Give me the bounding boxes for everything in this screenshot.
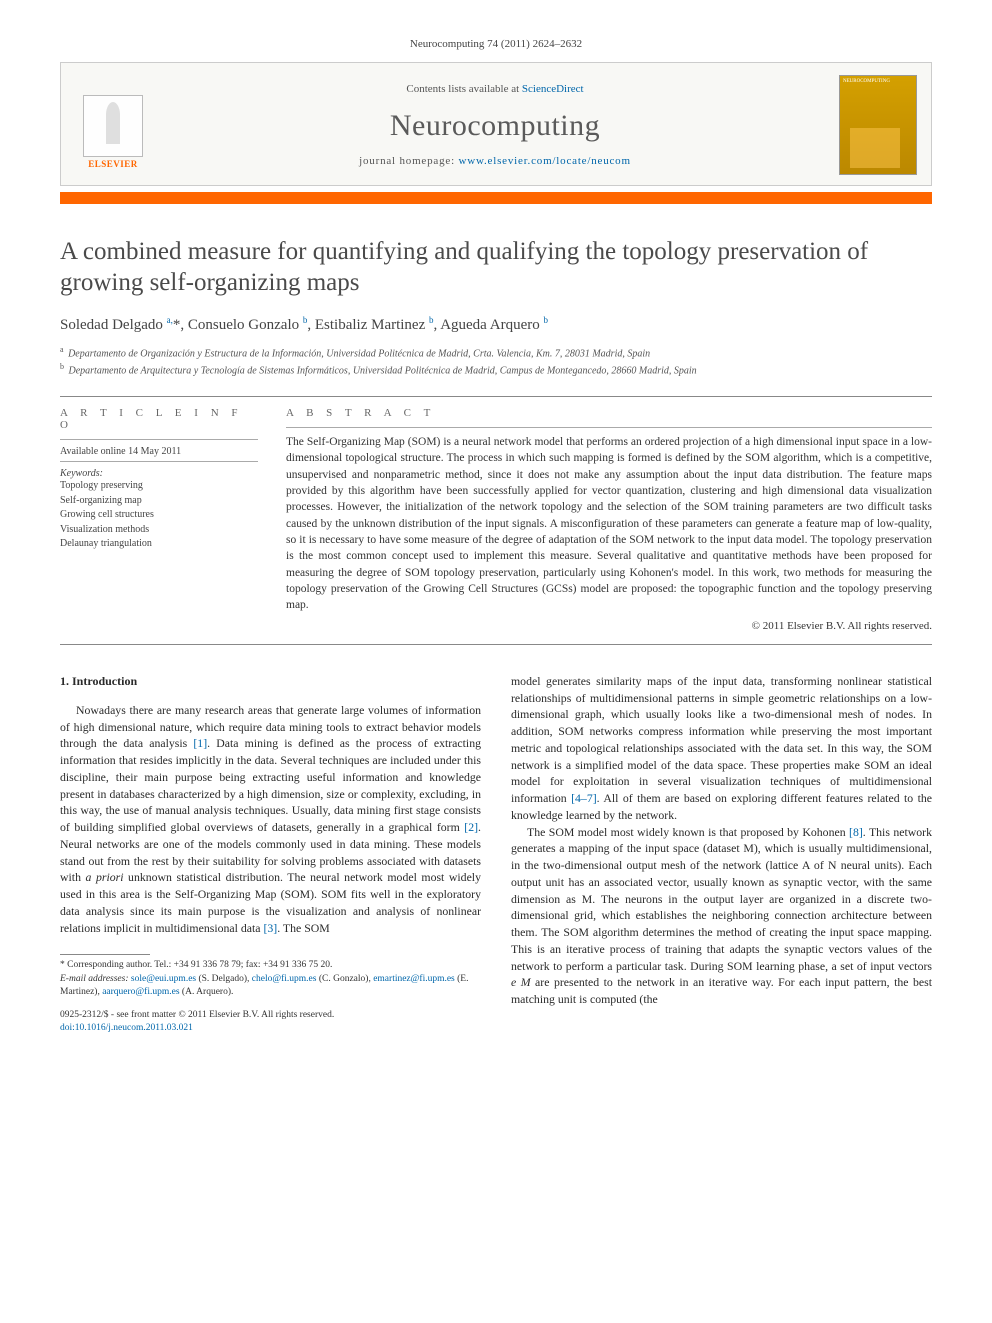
contents-line: Contents lists available at ScienceDirec… [151,83,839,95]
email-link[interactable]: emartinez@fi.upm.es [373,974,455,984]
journal-name: Neurocomputing [151,109,839,143]
intro-paragraph-1: Nowadays there are many research areas t… [60,702,481,937]
article-info-heading: A R T I C L E I N F O [60,407,258,431]
abstract-heading: A B S T R A C T [286,407,932,419]
front-matter-line: 0925-2312/$ - see front matter © 2011 El… [60,1009,481,1022]
body-col-right: model generates similarity maps of the i… [511,673,932,1036]
section-heading-intro: 1. Introduction [60,673,481,690]
footnote-separator [60,954,150,955]
affiliation-b: Departamento de Arquitectura y Tecnologí… [69,365,697,376]
article-info-column: A R T I C L E I N F O Available online 1… [60,407,258,632]
cover-label: NEUROCOMPUTING [843,79,890,84]
keywords-label: Keywords: [60,468,258,479]
journal-cover-thumbnail: NEUROCOMPUTING [839,75,917,175]
front-matter: 0925-2312/$ - see front matter © 2011 El… [60,1009,481,1036]
publisher-name: ELSEVIER [88,159,138,169]
homepage-line: journal homepage: www.elsevier.com/locat… [151,155,839,167]
intro-paragraph-3: The SOM model most widely known is that … [511,824,932,1008]
homepage-prefix: journal homepage: [359,155,458,167]
intro-paragraph-2: model generates similarity maps of the i… [511,673,932,824]
abstract-copyright: © 2011 Elsevier B.V. All rights reserved… [286,620,932,632]
citation-header: Neurocomputing 74 (2011) 2624–2632 [60,38,932,50]
sciencedirect-link[interactable]: ScienceDirect [522,83,584,95]
publisher-logo: ELSEVIER [75,81,151,169]
journal-homepage-link[interactable]: www.elsevier.com/locate/neucom [458,155,630,167]
email-link[interactable]: chelo@fi.upm.es [252,974,317,984]
footnotes: * Corresponding author. Tel.: +34 91 336… [60,959,481,999]
affiliation-a: Departamento de Organización y Estructur… [68,348,650,359]
elsevier-tree-icon [83,95,143,157]
keyword-item: Delaunay triangulation [60,537,258,552]
keyword-item: Topology preserving [60,479,258,494]
affiliations: a Departamento de Organización y Estruct… [60,344,932,379]
email-link[interactable]: aarquero@fi.upm.es [102,987,179,997]
body-col-left: 1. Introduction Nowadays there are many … [60,673,481,1036]
keyword-item: Visualization methods [60,523,258,538]
keyword-item: Self-organizing map [60,494,258,509]
accent-bar [60,192,932,204]
article-history: Available online 14 May 2011 [60,446,258,457]
email-link[interactable]: sole@eui.upm.es [131,974,196,984]
divider [60,644,932,645]
keywords-list: Topology preservingSelf-organizing mapGr… [60,479,258,552]
body-columns: 1. Introduction Nowadays there are many … [60,673,932,1036]
email-label: E-mail addresses: [60,974,129,984]
abstract-column: A B S T R A C T The Self-Organizing Map … [286,407,932,632]
contents-prefix: Contents lists available at [406,83,521,95]
article-title: A combined measure for quantifying and q… [60,236,932,299]
doi-link[interactable]: doi:10.1016/j.neucom.2011.03.021 [60,1023,193,1033]
abstract-text: The Self-Organizing Map (SOM) is a neura… [286,434,932,614]
corresponding-author: * Corresponding author. Tel.: +34 91 336… [60,959,481,972]
keyword-item: Growing cell structures [60,508,258,523]
author-list: Soledad Delgado a,*, Consuelo Gonzalo b,… [60,315,932,334]
journal-header-box: ELSEVIER Contents lists available at Sci… [60,62,932,186]
